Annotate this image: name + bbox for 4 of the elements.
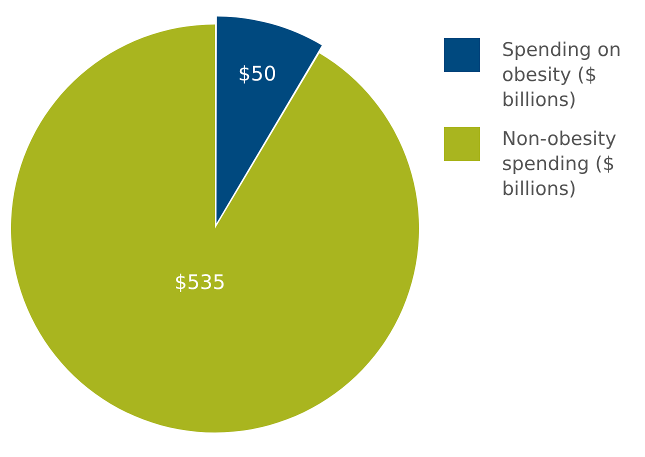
legend-label: Non-obesity spending ($ billions) [502,127,618,202]
legend-label: Spending on obesity ($ billions) [502,38,622,113]
data-label: $535 [174,270,226,294]
data-label: $50 [238,61,276,86]
